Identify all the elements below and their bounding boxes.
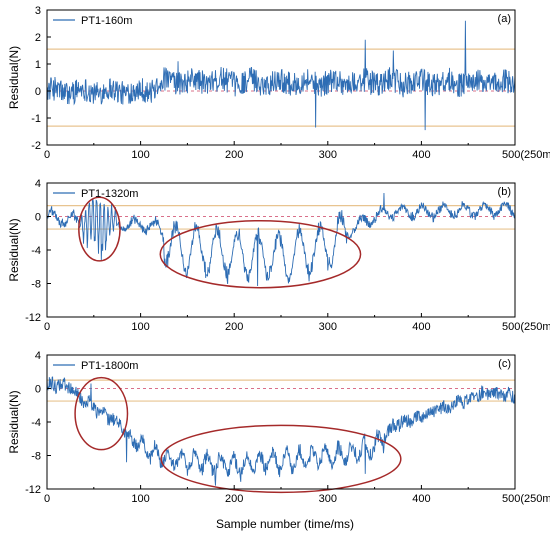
y-axis-label: Residual(N) [7,218,21,281]
x-tick-label: 0 [44,493,50,505]
x-tick-label: 500(250ms) [502,321,550,333]
y-tick-label: 0 [35,86,41,98]
chart-panel-1: 0 100 200 300 400 500(250ms) -2 -1 0 1 2 3 Residual(… [7,5,550,161]
legend-label: PT1-1800m [81,360,138,372]
panels-group: 0100200300400500(250ms)-2-10123Residual(… [7,5,550,505]
panel-tag: (a) [498,13,511,25]
x-tick-label: 0 [44,149,50,161]
y-tick-label: 4 [35,178,41,190]
x-tick-label: 500(250ms) [502,493,550,505]
y-tick-label: 2 [35,32,41,44]
y-tick-label: 0 [35,384,41,396]
x-tick-label: 500(250ms) [502,149,550,161]
plot-frame [46,182,516,318]
x-tick-label: 100 [131,493,149,505]
x-tick-label: 200 [225,149,243,161]
panel-tag: (c) [498,358,511,370]
x-tick-label: 400 [412,321,430,333]
x-tick-label: 100 [131,321,149,333]
chart-panel-3: 0 100 200 300 400 500(250ms) -12 -8 -4 0 4 Residual… [7,350,550,505]
y-tick-label: -12 [25,484,41,496]
chart-panel-2: 0 100 200 300 400 500(250ms) -12 -8 -4 0 4 Residual… [7,178,550,333]
legend-label: PT1-1320m [81,188,138,200]
legend-label: PT1-160m [81,15,132,27]
y-tick-label: -8 [31,451,41,463]
y-tick-label: 3 [35,5,41,17]
x-tick-label: 300 [319,149,337,161]
highlight-ellipse-1 [74,376,129,451]
y-tick-label: 4 [35,350,41,362]
y-axis-label: Residual(N) [7,390,21,453]
highlight-ellipse-1 [78,196,121,262]
y-tick-label: 0 [35,212,41,224]
x-tick-label: 400 [412,493,430,505]
x-axis-label: Sample number (time/ms) [216,517,354,531]
y-tick-label: 1 [35,59,41,71]
panel-tag: (b) [498,186,511,198]
x-tick-label: 200 [225,321,243,333]
x-tick-label: 100 [131,149,149,161]
y-tick-label: -2 [31,140,41,152]
y-tick-label: -4 [31,417,41,429]
series-line [47,376,515,486]
x-tick-label: 200 [225,493,243,505]
highlight-ellipse-2 [159,219,362,289]
y-tick-label: -8 [31,279,41,291]
x-tick-label: 300 [319,493,337,505]
y-tick-label: -4 [31,245,41,257]
series-line [47,193,515,287]
y-tick-label: -1 [31,113,41,125]
y-tick-label: -12 [25,312,41,324]
highlight-ellipse-2 [160,424,402,494]
x-tick-label: 400 [412,149,430,161]
y-axis-label: Residual(N) [7,46,21,109]
series-line [47,20,515,131]
x-tick-label: 300 [319,321,337,333]
x-tick-label: 0 [44,321,50,333]
